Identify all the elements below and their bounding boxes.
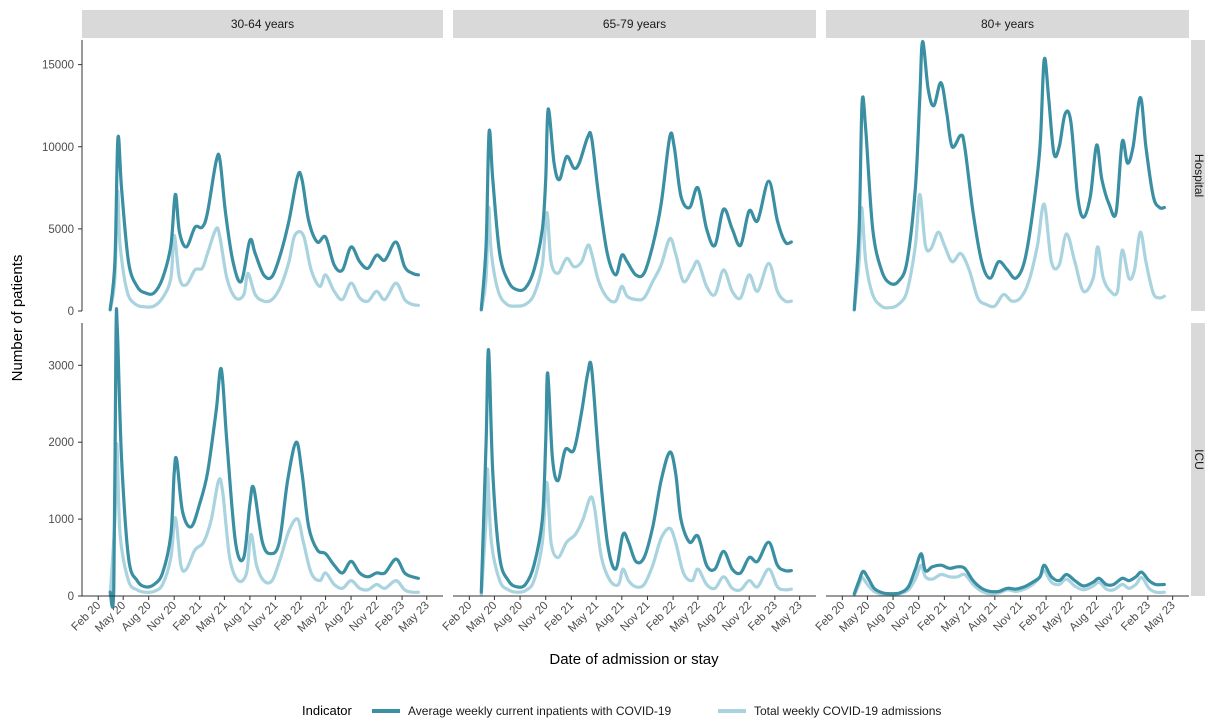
series-line-avg <box>479 348 793 594</box>
strip-row-label: ICU <box>1192 449 1205 470</box>
y-tick-label: 0 <box>68 591 74 603</box>
y-tick-label: 3000 <box>48 360 74 372</box>
strip-col-label: 80+ years <box>981 17 1034 31</box>
strip-col-1 <box>453 10 816 38</box>
legend-title: Indicator <box>302 703 353 718</box>
facet-panels: 30-64 years 65-79 years 80+ years Hospital I… <box>82 10 1205 609</box>
series-line-adm <box>108 189 420 312</box>
legend-label-adm: Total weekly COVID-19 admissions <box>754 704 941 718</box>
series-line-avg <box>108 307 420 609</box>
series-line-adm <box>852 192 1166 312</box>
y-tick-label: 0 <box>68 306 74 318</box>
y-tick-label: 10000 <box>42 142 74 154</box>
series-line-adm <box>479 467 793 597</box>
series-line-avg <box>852 39 1166 311</box>
strip-col-label: 65-79 years <box>603 17 666 31</box>
y-axes: 0 5000 10000 15000 0 1000 2000 3000 <box>42 40 83 603</box>
series-line-adm <box>479 205 793 312</box>
y-tick-label: 15000 <box>42 60 74 72</box>
legend: Indicator Average weekly current inpatie… <box>302 703 941 718</box>
strip-col-0 <box>82 10 443 38</box>
y-tick-label: 5000 <box>48 224 74 236</box>
y-tick-label: 2000 <box>48 437 74 449</box>
series-line-avg <box>852 552 1166 596</box>
series-line-avg <box>479 107 793 311</box>
strip-row-label: Hospital <box>1192 154 1205 197</box>
x-axis-title: Date of admission or stay <box>549 651 719 668</box>
strip-col-label: 30-64 years <box>231 17 294 31</box>
strip-row-1 <box>1191 323 1205 596</box>
y-tick-label: 1000 <box>48 514 74 526</box>
strip-col-2 <box>826 10 1189 38</box>
series-line-avg <box>108 134 420 311</box>
legend-label-avg: Average weekly current inpatients with C… <box>408 704 672 718</box>
y-axis-title: Number of patients <box>9 255 26 382</box>
strip-row-0 <box>1191 40 1205 311</box>
series-line-adm <box>108 442 420 597</box>
